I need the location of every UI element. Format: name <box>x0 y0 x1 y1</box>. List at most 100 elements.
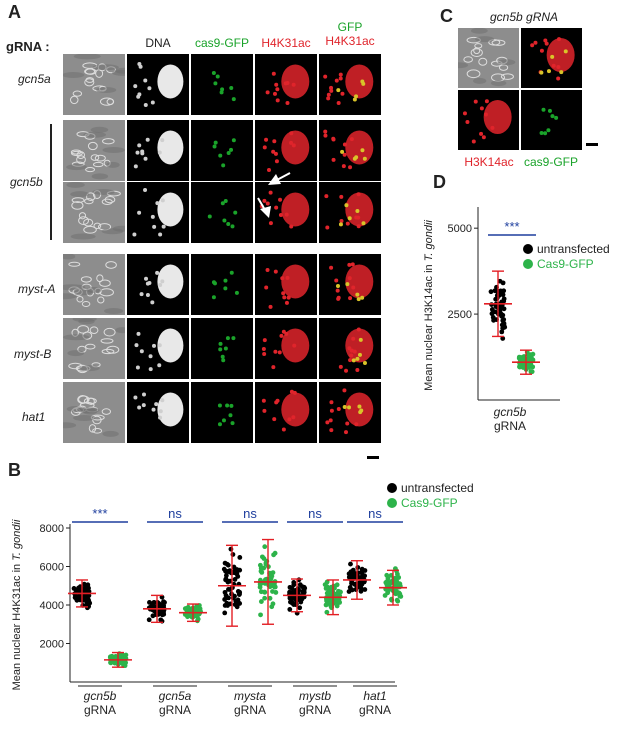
panel-d-letter: D <box>433 172 446 192</box>
tile-myst-a-dna-art <box>139 264 184 305</box>
point-cas9 <box>385 576 391 581</box>
tile-gcn5b-1-red-art <box>262 130 310 173</box>
panel-c-label-cas9gfp: cas9-GFP <box>523 155 578 169</box>
point-untransfected <box>491 317 496 323</box>
tile-myst-b-phase-art <box>63 318 125 374</box>
y-tick-label: 8000 <box>40 523 64 535</box>
point-untransfected <box>355 565 361 570</box>
tile-myst-b-merge-art <box>338 327 374 373</box>
point-cas9 <box>257 584 263 590</box>
tile-hat1-gfp-art <box>217 403 235 427</box>
y-axis-label-main: Mean nuclear H4K31ac in <box>11 561 23 691</box>
point-untransfected <box>237 555 243 560</box>
point-untransfected <box>162 600 167 605</box>
legend-marker-cas9 <box>387 498 397 508</box>
tile-gcn5b-1-gfp-art <box>212 138 236 168</box>
point-cas9 <box>188 613 194 619</box>
point-untransfected <box>224 600 230 606</box>
tile-myst-b-dna-art <box>134 328 184 372</box>
point-untransfected <box>360 568 365 574</box>
panel-c-title: gcn5b gRNA <box>490 10 558 24</box>
point-cas9 <box>258 565 264 571</box>
y-tick-label: 2000 <box>40 639 64 651</box>
panel-c-scale-bar <box>586 143 598 146</box>
point-untransfected <box>356 575 362 581</box>
legend-label-untransfected: untransfected <box>537 242 610 256</box>
panel-b-letter: B <box>8 460 21 480</box>
point-untransfected <box>347 584 353 590</box>
point-untransfected <box>226 586 231 592</box>
point-cas9 <box>263 560 269 566</box>
panel-a-scale-bar <box>367 456 379 459</box>
point-untransfected <box>497 278 503 284</box>
point-untransfected <box>291 580 297 585</box>
point-untransfected <box>488 289 494 295</box>
panel-d-group-label: gcn5b gRNA <box>470 405 550 433</box>
tile-myst-b-merge <box>319 318 381 379</box>
panel-c-tile-phase <box>458 28 519 88</box>
tile-myst-a-merge-art <box>329 262 374 302</box>
point-untransfected <box>161 610 166 615</box>
point-untransfected <box>223 573 229 578</box>
tile-gcn5a-gfp-art <box>211 70 236 102</box>
tile-gcn5b-2-gfp <box>191 182 253 243</box>
y-axis-label: Mean nuclear H4K31ac in T. gondii <box>11 519 23 690</box>
point-cas9 <box>396 581 402 587</box>
tile-myst-a-merge <box>319 254 381 315</box>
point-untransfected <box>360 578 366 584</box>
point-untransfected <box>222 610 228 616</box>
y-tick-label: 6000 <box>40 562 64 574</box>
tile-gcn5b-1-dna-art <box>133 130 184 169</box>
significance-label: ns <box>368 506 382 521</box>
tile-gcn5a-merge-art <box>323 64 374 105</box>
point-untransfected <box>500 318 506 323</box>
tile-hat1-dna-art <box>133 392 184 427</box>
point-cas9 <box>270 589 275 594</box>
point-untransfected <box>500 292 506 298</box>
point-cas9 <box>328 603 334 609</box>
point-cas9 <box>393 588 398 594</box>
point-untransfected <box>147 599 152 605</box>
group-sublabel: gRNA <box>159 703 191 717</box>
col-label-merge-h4k31ac: H4K31ac <box>325 34 375 48</box>
point-cas9 <box>262 589 268 595</box>
tile-myst-b-dna <box>127 318 189 379</box>
point-untransfected <box>348 561 353 567</box>
point-cas9 <box>267 595 273 601</box>
y-axis-label-species: T. gondii <box>423 220 435 262</box>
point-cas9 <box>324 609 330 615</box>
point-cas9 <box>184 605 190 611</box>
row-label-myst-a: myst-A <box>18 282 56 296</box>
panel-c-tile-gfp-art <box>539 107 559 136</box>
col-label-cas9gfp: cas9-GFP <box>194 36 249 50</box>
tile-gcn5b-2-red <box>255 182 317 243</box>
point-untransfected <box>301 589 307 595</box>
point-cas9 <box>334 603 340 609</box>
point-cas9 <box>269 604 275 610</box>
point-cas9 <box>521 357 527 363</box>
point-cas9 <box>383 580 389 585</box>
tile-myst-b-red <box>255 318 317 379</box>
group-label: gcn5a <box>159 689 192 703</box>
point-untransfected <box>301 584 307 590</box>
point-cas9 <box>272 550 278 556</box>
tile-myst-b-gfp <box>191 318 253 379</box>
point-cas9 <box>382 593 388 598</box>
point-untransfected <box>226 569 232 575</box>
tile-gcn5b-1-dna <box>127 120 189 181</box>
point-untransfected <box>297 605 303 611</box>
panel-c-letter: C <box>440 6 453 26</box>
tile-myst-a-phase-art <box>63 254 124 315</box>
point-untransfected <box>500 336 506 341</box>
tile-hat1-red <box>255 382 317 443</box>
panel-d-group-label-1: gcn5b <box>493 405 527 419</box>
panel-c-tile-h3k14ac-art <box>462 99 512 144</box>
tile-gcn5b-2-red-art <box>259 190 310 229</box>
group-sublabel: gRNA <box>234 703 266 717</box>
tile-gcn5b-2-phase <box>63 182 125 243</box>
point-cas9 <box>272 583 277 588</box>
group-sublabel: gRNA <box>84 703 116 717</box>
panel-b-chart: 2000 4000 6000 8000 Mean nuclear H4K31ac in … <box>11 481 474 717</box>
group-sublabel: gRNA <box>299 703 331 717</box>
tile-gcn5a-dna <box>127 54 189 115</box>
